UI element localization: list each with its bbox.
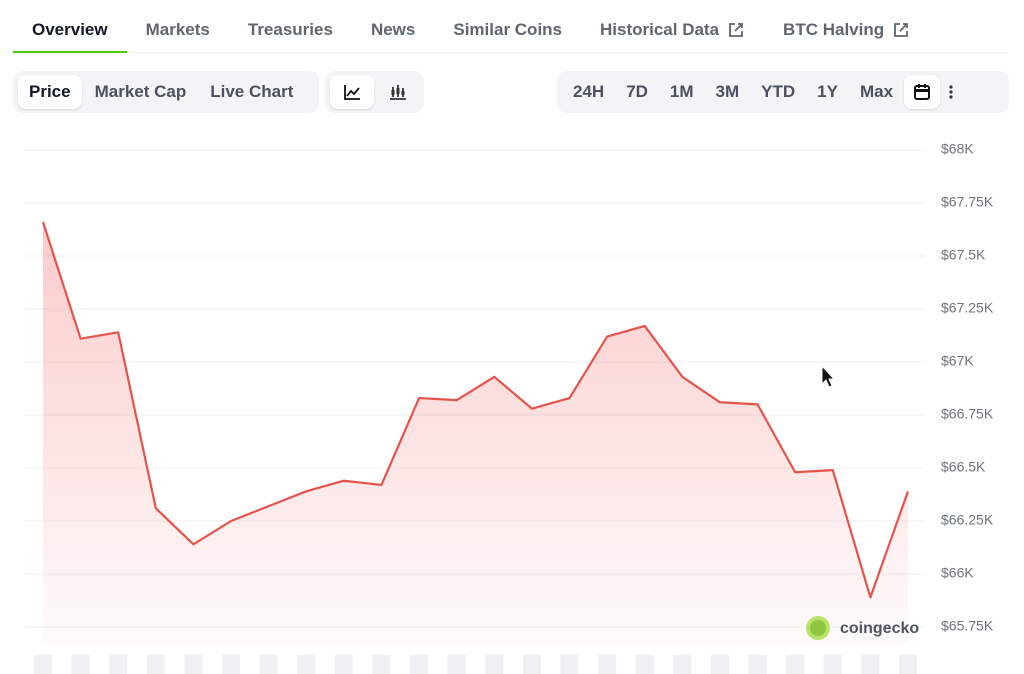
volume-bar <box>447 655 466 674</box>
y-tick-label: $67K <box>941 353 974 369</box>
tab-label: BTC Halving <box>783 20 885 39</box>
volume-bar <box>184 655 203 674</box>
y-tick-label: $66.5K <box>941 459 986 475</box>
calendar-button[interactable] <box>904 75 941 109</box>
view-button[interactable]: Market Cap <box>84 75 198 109</box>
y-tick-label: $67.5K <box>941 247 986 263</box>
range-button-label: Max <box>859 82 894 101</box>
range-button[interactable]: Max <box>849 75 904 109</box>
range-button[interactable]: 1Y <box>806 75 849 109</box>
y-tick-label: $67.25K <box>941 300 994 316</box>
line-icon <box>344 85 360 100</box>
candle-chart-button[interactable] <box>376 75 420 109</box>
range-button-label: 1M <box>669 82 694 101</box>
volume-bar <box>748 655 767 674</box>
volume-bar <box>410 655 429 674</box>
range-button-label: 7D <box>626 82 648 101</box>
external-icon <box>729 23 743 37</box>
view-toggle: Price Market Cap Live Chart <box>13 71 319 113</box>
more-icon <box>949 85 953 99</box>
volume-bar <box>598 655 617 674</box>
volume-bar <box>109 655 128 674</box>
more-button[interactable] <box>940 75 962 109</box>
view-button[interactable]: Live Chart <box>199 75 304 109</box>
tab-label: Overview <box>32 20 108 39</box>
tab[interactable]: Historical Data <box>581 8 764 51</box>
range-button-label: 24H <box>573 82 605 101</box>
volume-bar <box>823 655 842 674</box>
volume-bar <box>334 655 353 674</box>
candle-icon <box>390 85 406 100</box>
tab-label: Markets <box>145 20 210 39</box>
volume-bar <box>899 655 917 674</box>
y-tick-label: $66.25K <box>941 512 994 528</box>
external-icon <box>894 23 909 37</box>
volume-bar <box>297 655 316 674</box>
range-button[interactable]: YTD <box>750 75 806 109</box>
volume-bar <box>146 655 165 674</box>
y-tick-label: $68K <box>941 141 974 157</box>
tab[interactable]: Markets <box>127 8 229 51</box>
volume-bar <box>522 655 541 674</box>
tab[interactable]: Overview <box>13 8 127 53</box>
logo-inner <box>810 620 826 636</box>
view-button-label: Live Chart <box>210 82 294 101</box>
range-button-label: 1Y <box>817 82 838 101</box>
volume-bar <box>71 655 90 674</box>
volume-bar <box>710 655 729 674</box>
view-button[interactable]: Price <box>18 75 82 109</box>
volume-bar <box>673 655 692 674</box>
tab[interactable]: Treasuries <box>229 8 352 51</box>
volume-bar <box>485 655 504 674</box>
range-button-label: YTD <box>761 82 796 101</box>
tab[interactable]: Similar Coins <box>434 8 581 51</box>
price-line <box>41 221 910 599</box>
calendar-icon <box>914 84 931 100</box>
tab-label: Treasuries <box>247 20 333 39</box>
plot: $68K $67.75K $67.5K $67.25K $67K $66.75K $66.5… <box>24 141 994 674</box>
y-tick-label: $65.75K <box>941 618 994 634</box>
volume-bar <box>34 655 52 674</box>
range-button[interactable]: 24H <box>562 75 615 109</box>
tab[interactable]: BTC Halving <box>764 8 929 51</box>
chart-style-toggle <box>325 71 424 113</box>
tab-label: Historical Data <box>600 20 720 39</box>
view-button-label: Market Cap <box>94 82 187 101</box>
area <box>43 222 908 645</box>
line-chart-button[interactable] <box>330 75 374 109</box>
volume-bar <box>222 655 241 674</box>
range-toggle: 24H 7D 1M 3M YTD 1Y Max <box>557 71 1009 113</box>
tab-label: Similar Coins <box>453 20 562 39</box>
tab-bar: Overview Markets Treasuries News Similar Coi… <box>13 8 1008 53</box>
tab[interactable]: News <box>352 8 434 51</box>
y-tick-label: $67.75K <box>941 194 994 210</box>
range-button[interactable]: 7D <box>615 75 659 109</box>
y-tick-label: $66K <box>941 565 974 581</box>
view-button-label: Price <box>29 82 71 101</box>
volume-bar <box>259 655 278 674</box>
range-button-label: 3M <box>715 82 740 101</box>
cursor <box>821 364 836 388</box>
range-button[interactable]: 3M <box>705 75 751 109</box>
volume-bar <box>861 655 880 674</box>
volume-bar <box>786 655 805 674</box>
volume-bar <box>560 655 579 674</box>
tab-label: News <box>370 20 416 39</box>
volume-bar <box>372 655 391 674</box>
y-tick-label: $66.75K <box>941 406 994 422</box>
watermark: coingecko <box>840 620 919 637</box>
volume-bar <box>635 655 654 674</box>
range-button[interactable]: 1M <box>659 75 705 109</box>
